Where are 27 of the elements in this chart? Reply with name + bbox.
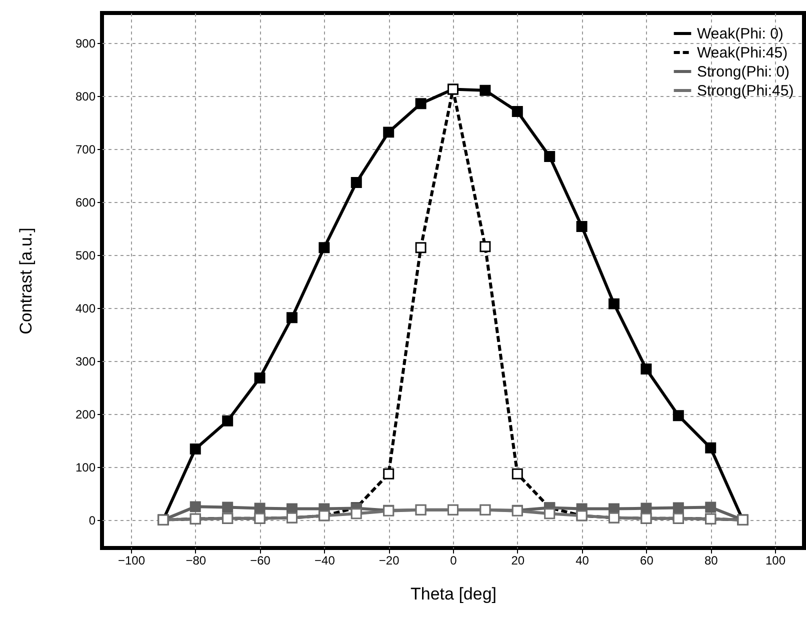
y-tick-label: 800 <box>75 90 96 104</box>
x-tick-label: 0 <box>450 554 458 568</box>
y-axis-title: Contrast [a.u.] <box>16 228 36 334</box>
y-tick-label: 500 <box>75 248 96 263</box>
x-tick-label: 60 <box>640 554 654 568</box>
y-tick-label: 400 <box>75 302 96 316</box>
y-tick-label: 100 <box>75 460 96 474</box>
x-tick-label: −80 <box>186 554 206 568</box>
y-tick-label: 700 <box>75 142 96 157</box>
legend-label: Weak(Phi:45) <box>697 44 788 62</box>
y-tick-label: 300 <box>75 354 96 369</box>
x-tick-label: −60 <box>250 554 271 568</box>
x-tick-label: −100 <box>118 554 146 568</box>
y-tick-label: 600 <box>75 196 96 210</box>
x-tick-label: −20 <box>378 554 400 568</box>
x-tick-label: 40 <box>576 554 590 568</box>
y-tick-label: 200 <box>75 407 96 422</box>
legend-label: Strong(Phi:45) <box>697 82 794 100</box>
legend-label: Weak(Phi: 0) <box>697 26 784 42</box>
x-tick-label: 80 <box>704 554 718 568</box>
y-tick-label: 900 <box>75 36 96 51</box>
x-tick-label: 20 <box>511 554 525 568</box>
x-tick-label: 100 <box>766 554 786 568</box>
y-tick-label: 0 <box>88 513 96 528</box>
x-axis-title: Theta [deg] <box>410 584 497 604</box>
legend-label: Strong(Phi: 0) <box>697 64 790 80</box>
x-tick-label: −40 <box>314 554 336 568</box>
